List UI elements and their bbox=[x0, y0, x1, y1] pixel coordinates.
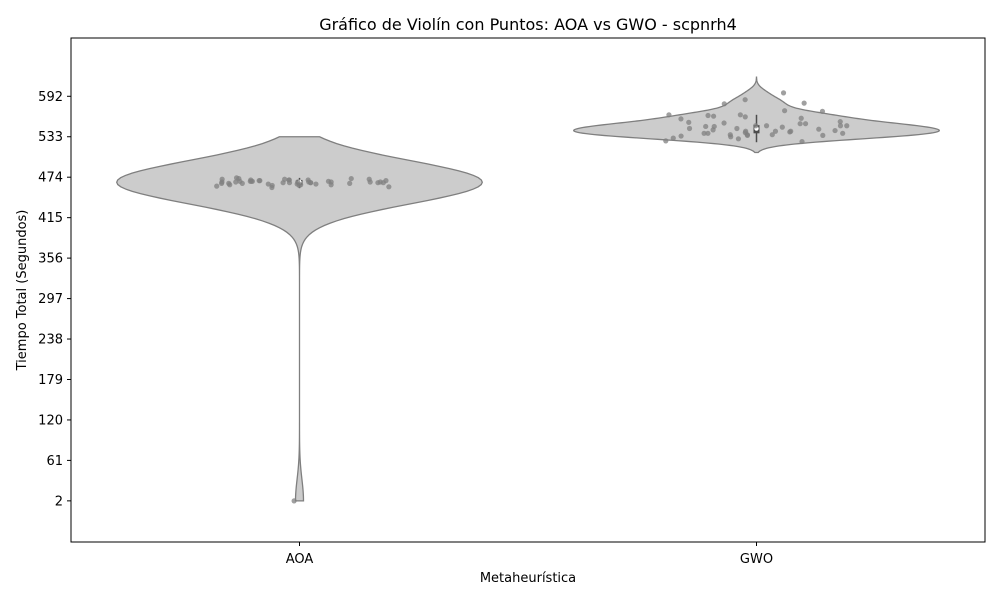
data-point bbox=[678, 116, 684, 122]
data-point bbox=[705, 112, 711, 119]
y-axis-label: Tiempo Total (Segundos) bbox=[15, 210, 30, 372]
data-point bbox=[799, 138, 805, 145]
data-point bbox=[227, 182, 233, 188]
data-point bbox=[214, 183, 220, 189]
data-point bbox=[797, 121, 803, 127]
data-point bbox=[837, 123, 844, 129]
data-point bbox=[837, 119, 843, 125]
data-point bbox=[816, 126, 822, 132]
data-point bbox=[840, 130, 846, 136]
data-point bbox=[663, 138, 669, 144]
data-point bbox=[328, 182, 334, 188]
y-tick-label: 120 bbox=[38, 413, 63, 428]
data-point bbox=[294, 181, 300, 187]
data-point bbox=[269, 184, 275, 191]
x-tick-label: AOA bbox=[286, 552, 314, 567]
data-point bbox=[348, 175, 354, 182]
data-point bbox=[753, 123, 759, 129]
data-point bbox=[743, 128, 749, 134]
y-tick-label: 415 bbox=[38, 211, 63, 226]
data-point bbox=[802, 121, 809, 127]
y-tick-label: 474 bbox=[38, 171, 63, 186]
data-point bbox=[218, 180, 225, 186]
data-point bbox=[219, 176, 225, 182]
data-point bbox=[788, 128, 794, 134]
data-point bbox=[769, 132, 775, 138]
data-point bbox=[678, 133, 684, 139]
data-point bbox=[380, 180, 386, 186]
violin-body-aoa bbox=[115, 136, 484, 502]
data-point bbox=[820, 132, 826, 138]
y-tick-label: 356 bbox=[38, 252, 63, 267]
data-point bbox=[313, 181, 319, 187]
y-tick-label: 297 bbox=[38, 292, 63, 307]
x-axis: AOA GWO bbox=[286, 542, 773, 567]
y-tick-label: 238 bbox=[38, 333, 63, 348]
data-point bbox=[819, 108, 826, 114]
data-point bbox=[386, 184, 392, 190]
data-point bbox=[779, 124, 785, 130]
data-point bbox=[737, 112, 743, 118]
data-point bbox=[705, 130, 711, 136]
chart-title: Gráfico de Violín con Puntos: AOA vs GWO… bbox=[319, 15, 737, 34]
data-point bbox=[686, 125, 693, 132]
data-point bbox=[832, 127, 838, 134]
data-point bbox=[239, 180, 245, 186]
plot-frame bbox=[70, 37, 986, 543]
y-tick-label: 592 bbox=[38, 90, 63, 105]
data-point bbox=[763, 123, 770, 129]
data-point bbox=[282, 176, 288, 182]
data-point bbox=[742, 114, 748, 120]
data-point bbox=[347, 180, 353, 186]
y-tick-label: 533 bbox=[38, 130, 63, 145]
y-tick-label: 179 bbox=[38, 373, 63, 388]
data-point bbox=[286, 180, 293, 186]
data-point bbox=[375, 180, 381, 186]
data-point bbox=[265, 181, 271, 187]
data-point bbox=[701, 130, 707, 136]
data-point bbox=[742, 97, 748, 103]
data-point bbox=[256, 178, 262, 184]
x-axis-label: Metaheurística bbox=[480, 571, 576, 586]
data-point bbox=[233, 179, 239, 185]
data-point bbox=[367, 179, 373, 185]
y-tick-label: 61 bbox=[46, 454, 63, 469]
data-point bbox=[782, 108, 788, 114]
data-point bbox=[305, 177, 311, 183]
y-tick-label: 2 bbox=[55, 494, 63, 509]
data-point bbox=[735, 136, 742, 142]
data-point bbox=[703, 123, 709, 130]
data-point bbox=[291, 498, 297, 504]
data-point bbox=[721, 101, 727, 107]
data-point bbox=[728, 134, 734, 140]
data-point bbox=[721, 120, 727, 126]
data-point bbox=[798, 115, 804, 121]
data-point bbox=[734, 125, 740, 132]
data-point bbox=[844, 123, 850, 129]
data-point bbox=[248, 178, 255, 184]
data-point bbox=[710, 113, 717, 119]
data-point bbox=[686, 119, 692, 125]
data-point bbox=[670, 135, 676, 141]
data-point bbox=[236, 175, 242, 182]
data-point bbox=[772, 128, 779, 134]
data-point bbox=[801, 100, 807, 106]
data-point bbox=[780, 90, 787, 96]
data-point bbox=[711, 123, 717, 130]
y-axis: 2 61 120 179 238 297 356 415 474 533 592 bbox=[38, 90, 71, 509]
plot-area bbox=[115, 76, 941, 504]
x-tick-label: GWO bbox=[740, 552, 773, 567]
data-point bbox=[666, 112, 672, 118]
